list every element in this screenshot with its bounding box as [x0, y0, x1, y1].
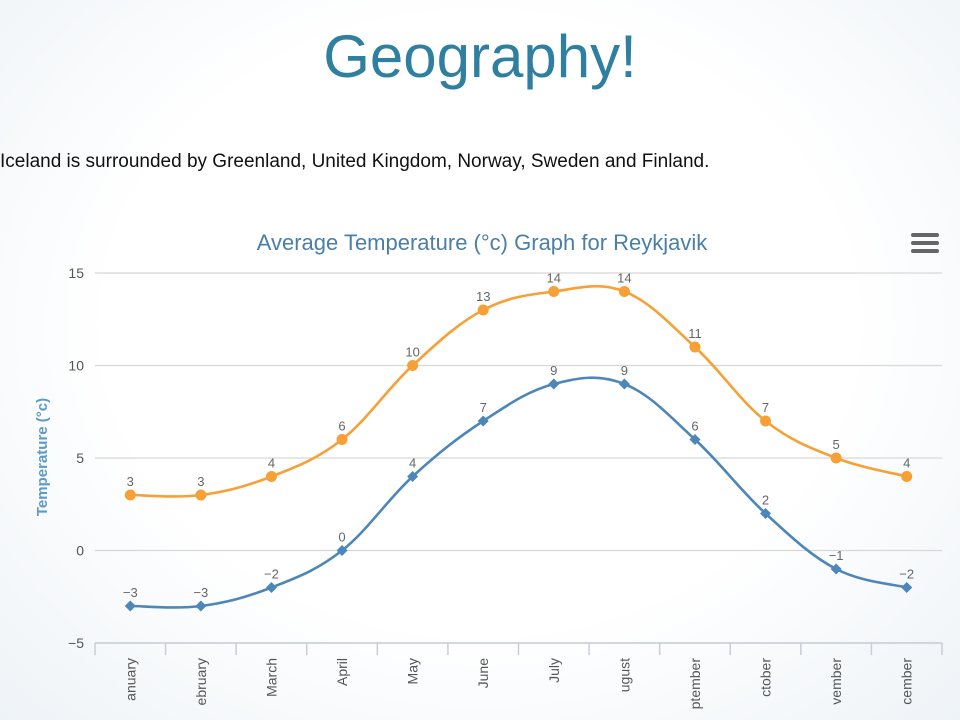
x-tick-label: July [546, 658, 562, 683]
y-tick-label: −5 [68, 635, 84, 651]
data-label: 13 [476, 289, 490, 304]
slide-text: Iceland is surrounded by Greenland, Unit… [0, 151, 710, 172]
x-tick-label: April [334, 658, 350, 686]
data-point[interactable] [689, 341, 701, 353]
data-label: 5 [833, 437, 840, 452]
x-tick-label: ugust [616, 658, 632, 692]
data-point[interactable] [830, 452, 842, 464]
data-label: −1 [829, 548, 844, 563]
data-point[interactable] [195, 600, 207, 612]
x-axis: anuary ebruary March April May June July ugust p… [94, 642, 943, 710]
data-label: 3 [127, 474, 134, 489]
x-tick-label: ptember [687, 658, 703, 710]
data-point[interactable] [618, 286, 630, 297]
data-label: 9 [550, 363, 557, 378]
data-label: 6 [691, 419, 698, 434]
data-label: 11 [688, 326, 702, 341]
data-point[interactable] [265, 582, 277, 593]
data-label: 10 [405, 345, 419, 360]
data-label: 7 [480, 400, 487, 415]
data-label: −2 [899, 567, 914, 582]
data-point[interactable] [265, 471, 277, 482]
data-label: 14 [547, 271, 561, 286]
data-point[interactable] [901, 471, 913, 482]
y-tick-label: 15 [68, 265, 84, 281]
data-label: 2 [762, 493, 769, 508]
x-tick-label: ebruary [193, 658, 209, 705]
data-label: 4 [268, 456, 275, 471]
data-point[interactable] [336, 545, 348, 556]
data-point[interactable] [477, 304, 489, 316]
data-label: 3 [197, 474, 204, 489]
y-tick-label: 0 [76, 543, 84, 559]
data-label: 6 [338, 419, 345, 434]
data-point[interactable] [689, 434, 701, 445]
data-point[interactable] [548, 378, 560, 390]
data-label: 9 [621, 363, 628, 378]
chart-title: Average Temperature (°c) Graph for Reykj… [257, 230, 709, 255]
x-tick-label: cember [899, 658, 915, 705]
data-point[interactable] [830, 563, 842, 575]
data-label: 7 [762, 400, 769, 415]
x-tick-label: ctober [758, 658, 774, 697]
data-point[interactable] [760, 508, 772, 519]
data-point[interactable] [124, 600, 136, 612]
hamburger-menu-icon[interactable] [911, 233, 939, 257]
data-point[interactable] [760, 415, 772, 427]
data-label: 0 [338, 530, 345, 545]
data-point[interactable] [477, 415, 489, 427]
data-point[interactable] [407, 360, 419, 371]
data-label: 4 [903, 456, 910, 471]
data-point[interactable] [901, 582, 913, 593]
x-tick-label: March [263, 658, 279, 697]
x-tick-label: anuary [122, 658, 138, 701]
slide-title: Geography! [323, 23, 637, 90]
x-tick-label: June [475, 658, 491, 689]
data-point[interactable] [548, 286, 560, 297]
data-point[interactable] [195, 489, 207, 501]
data-point[interactable] [618, 378, 630, 390]
data-label: −2 [264, 567, 279, 582]
data-point[interactable] [124, 489, 136, 501]
data-point[interactable] [336, 434, 348, 445]
data-label: 4 [409, 456, 416, 471]
y-tick-label: 10 [68, 358, 84, 374]
series-line-1 [130, 376, 908, 609]
x-tick-label: vember [828, 658, 844, 705]
data-label: −3 [193, 585, 208, 600]
y-axis-label: Temperature (°c) [34, 398, 51, 516]
data-point[interactable] [407, 471, 419, 482]
series-layer: 3 3 4 6 10 13 14 14 11 7 5 4 −3 −3 −2 0 4 7 9 9 6 2 −1 −2 [123, 271, 914, 612]
x-tick-label: May [405, 658, 421, 684]
data-label: 14 [617, 271, 631, 286]
y-tick-label: 5 [76, 450, 84, 466]
series-line-0 [130, 284, 908, 498]
data-label: −3 [123, 585, 138, 600]
